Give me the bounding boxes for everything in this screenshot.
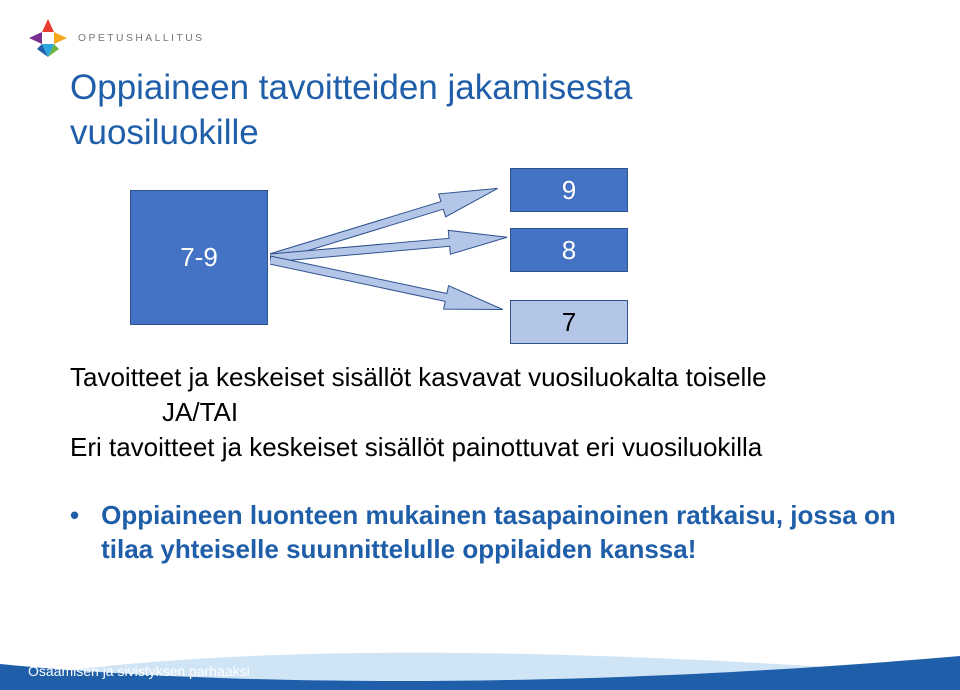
box-7-9: 7-9 bbox=[130, 190, 268, 325]
box-9: 9 bbox=[510, 168, 628, 212]
bullet-item: • Oppiaineen luonteen mukainen tasapaino… bbox=[70, 498, 900, 567]
split-diagram: 7-9 9 8 7 bbox=[130, 180, 650, 350]
title-line-1: Oppiaineen tavoitteiden jakamisesta bbox=[70, 68, 632, 107]
footer: Osaamisen ja sivistyksen parhaaksi bbox=[0, 642, 960, 690]
body-line-3: Eri tavoitteet ja keskeiset sisällöt pai… bbox=[70, 430, 890, 465]
logo-diamond-icon bbox=[28, 18, 68, 58]
body-paragraph: Tavoitteet ja keskeiset sisällöt kasvava… bbox=[70, 360, 890, 465]
title-line-2: vuosiluokille bbox=[70, 113, 259, 152]
box-7: 7 bbox=[510, 300, 628, 344]
brand-logo: OPETUSHALLITUS bbox=[28, 18, 205, 58]
bullet-dot-icon: • bbox=[70, 498, 79, 567]
box-8: 8 bbox=[510, 228, 628, 272]
bullet-text: Oppiaineen luonteen mukainen tasapainoin… bbox=[101, 498, 900, 567]
footer-text: Osaamisen ja sivistyksen parhaaksi bbox=[28, 663, 250, 679]
bullet-list: • Oppiaineen luonteen mukainen tasapaino… bbox=[70, 498, 900, 567]
body-line-1: Tavoitteet ja keskeiset sisällöt kasvava… bbox=[70, 360, 890, 395]
slide-title: Oppiaineen tavoitteiden jakamisesta vuos… bbox=[70, 66, 632, 156]
body-line-2: JA/TAI bbox=[162, 395, 890, 430]
brand-name: OPETUSHALLITUS bbox=[78, 33, 205, 44]
diagram-arrows bbox=[270, 168, 510, 348]
